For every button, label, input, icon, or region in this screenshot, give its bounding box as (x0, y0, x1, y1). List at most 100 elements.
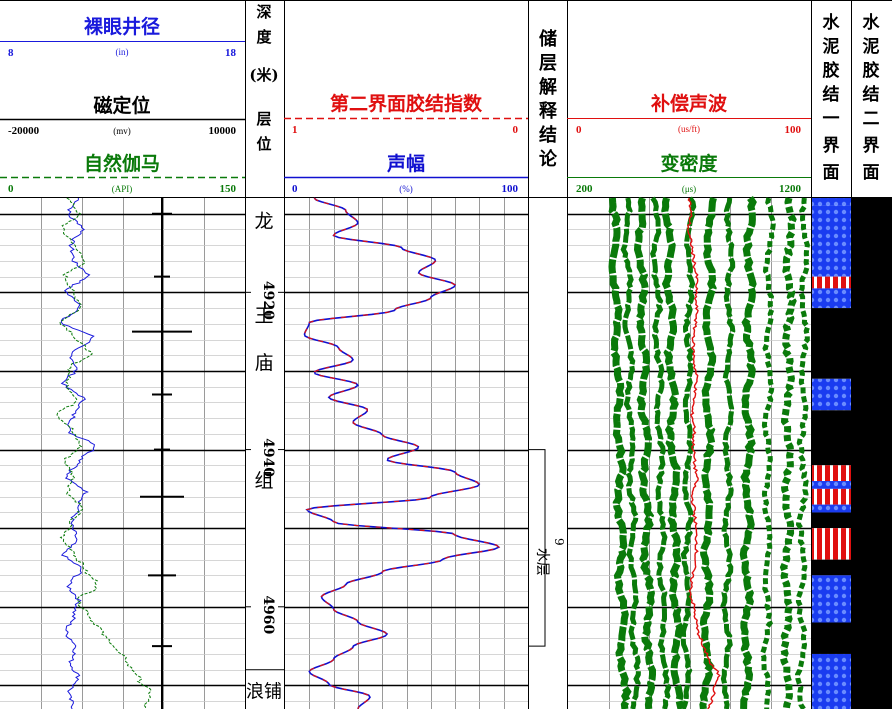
vdl-band (650, 196, 672, 709)
svg-text:泥: 泥 (823, 36, 840, 57)
caliper-unit: (in) (116, 47, 129, 57)
dt-max: 100 (785, 124, 802, 136)
depth-label: 4920 (260, 281, 276, 320)
formation-char: 王 (254, 305, 273, 327)
vdl-min: 200 (576, 183, 593, 195)
depth-unit: (米) (249, 66, 278, 84)
vdl-band (608, 197, 632, 709)
svg-text:结: 结 (823, 84, 840, 105)
cement1-segment-free (812, 622, 851, 654)
cement-track (812, 198, 892, 709)
interp-zone-number: 9 (552, 538, 566, 546)
dt-curve (686, 197, 721, 709)
vdl-label: 变密度 (660, 152, 718, 175)
svg-text:界: 界 (823, 136, 840, 156)
svg-text:水: 水 (823, 12, 841, 33)
cement1-segment-free (812, 559, 851, 576)
svg-text:面: 面 (823, 163, 840, 183)
amplitude-label: 声幅 (386, 152, 425, 175)
depth-header: 深 度 (米) 层 位 (249, 3, 278, 153)
dt-unit: (us/ft) (678, 124, 700, 134)
cement1-segment-good (812, 205, 851, 277)
bond-index-max: 0 (513, 124, 519, 136)
bond-index-curve (303, 197, 500, 709)
ccl-unit: (mv) (113, 126, 131, 136)
interpretation-track: 9水层 (529, 449, 566, 647)
cement1-segment-good (812, 653, 851, 709)
interp-title-char: 层 (539, 53, 557, 74)
depth-title-char: 深 (256, 3, 271, 21)
formation-char: 组 (254, 470, 273, 492)
cement1-segment-poor (812, 528, 851, 560)
vdl-max: 1200 (779, 183, 802, 195)
caliper-label: 裸眼井径 (84, 15, 160, 38)
vdl-band (699, 197, 717, 709)
gr-label: 自然伽马 (84, 152, 160, 175)
vdl-band (759, 197, 776, 709)
interp-zone-label: 水层 (534, 548, 550, 576)
cement2-segment-free (852, 198, 892, 709)
ccl-max: 10000 (209, 125, 237, 137)
cement1-segment-poor (812, 276, 851, 289)
layer-title-char: 层 (256, 110, 271, 128)
caliper-max: 18 (225, 47, 237, 59)
interp-title-char: 释 (539, 101, 558, 122)
amplitude-unit: (%) (399, 184, 413, 194)
cement1-segment-good (812, 288, 851, 309)
track1-header: 裸眼井径 8 (in) 18 磁定位 -20000 (mv) 10000 自然伽… (0, 15, 245, 195)
cement2-header: 水 泥 胶 结 二 界 面 (863, 12, 881, 183)
vdl-band (633, 197, 656, 709)
track5-header: 补偿声波 0 (us/ft) 100 变密度 200 (μs) 1200 (567, 92, 811, 195)
ccl-label: 磁定位 (93, 94, 150, 117)
caliper-curve (60, 197, 95, 709)
svg-text:水: 水 (863, 12, 881, 33)
interp-title-char: 论 (539, 148, 558, 170)
gr-max: 150 (220, 183, 237, 195)
cement1-segment-good (812, 504, 851, 513)
layer-title-char: 位 (256, 135, 271, 153)
svg-text:一: 一 (823, 109, 840, 129)
interp-header: 储 层 解 释 结 论 (538, 28, 558, 170)
interp-zone-box (529, 449, 546, 647)
dt-label: 补偿声波 (651, 92, 728, 115)
vdl-image (608, 196, 811, 709)
cement1-segment-free (812, 512, 851, 529)
depth-label: 4960 (260, 595, 276, 634)
svg-text:界: 界 (863, 136, 880, 156)
amplitude-min: 0 (292, 183, 298, 195)
cement1-header: 水 泥 胶 结 一 界 面 (823, 12, 841, 183)
cement1-segment-free (812, 410, 851, 466)
vdl-band (779, 197, 797, 709)
vdl-band (739, 196, 757, 709)
interp-title-char: 结 (539, 124, 557, 146)
svg-text:二: 二 (863, 109, 880, 129)
track3-header: 第二界面胶结指数 1 0 声幅 0 (%) 100 (284, 92, 528, 195)
svg-text:泥: 泥 (863, 36, 880, 57)
formation-char: 龙 (254, 211, 273, 233)
dt-min: 0 (576, 124, 582, 136)
cement1-segment-good (812, 198, 851, 206)
vdl-band (661, 197, 685, 709)
vdl-band (620, 197, 641, 709)
depth-label: 4940 (260, 438, 276, 477)
vdl-band (680, 196, 697, 709)
gr-curve (56, 197, 152, 709)
bond-index-label: 第二界面胶结指数 (330, 92, 483, 115)
cement1-segment-poor (812, 488, 851, 505)
vdl-band (720, 197, 736, 709)
lower-formation: 浪铺 (246, 682, 282, 703)
curves (56, 196, 811, 709)
cement1-segment-free (812, 308, 851, 379)
caliper-min: 8 (8, 47, 14, 59)
svg-text:结: 结 (863, 84, 880, 105)
svg-text:面: 面 (863, 163, 880, 183)
cement1-segment-good (812, 481, 851, 489)
interp-title-char: 解 (539, 76, 557, 98)
gr-unit: (API) (112, 184, 133, 194)
formation-char: 庙 (254, 352, 273, 374)
gr-min: 0 (8, 183, 14, 195)
depth-title-char: 度 (256, 28, 272, 46)
vdl-unit: (μs) (682, 184, 696, 194)
